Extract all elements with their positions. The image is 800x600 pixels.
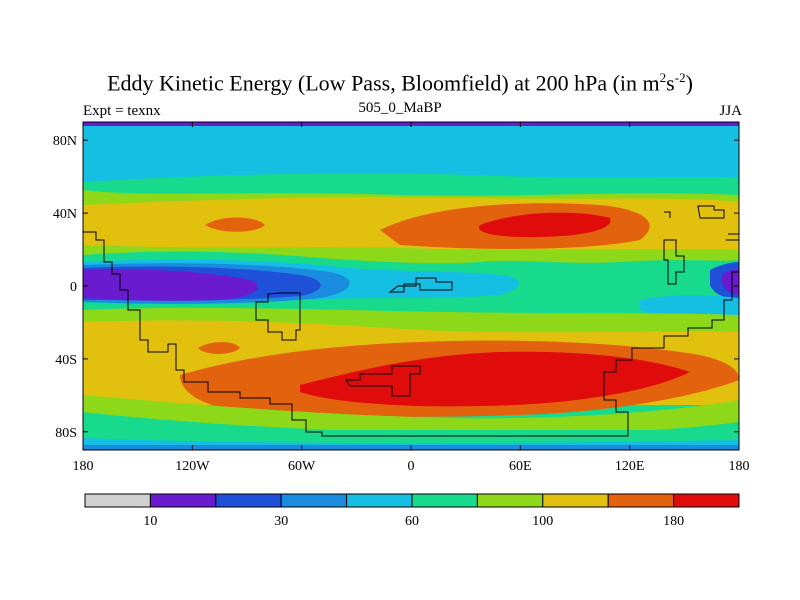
- colorbar-swatch: [476, 493, 544, 508]
- title-main: Eddy Kinetic Energy (Low Pass, Bloomfiel…: [107, 70, 660, 96]
- title-end: ): [685, 70, 693, 96]
- longitude-axis: 180 120W 60W 0 60E 120E 180: [73, 122, 750, 474]
- lon-tick-label: 0: [408, 459, 415, 474]
- lat-tick-label: 40N: [53, 207, 77, 222]
- lon-tick-label: 60W: [288, 459, 316, 474]
- lat-tick-label: 80N: [53, 134, 77, 149]
- title-mid: s: [666, 70, 675, 96]
- plot-title: Eddy Kinetic Energy (Low Pass, Bloomfiel…: [0, 70, 800, 96]
- colorbar-swatch: [84, 493, 151, 508]
- experiment-label: Expt = texnx: [83, 103, 161, 119]
- lon-tick-label: 60E: [509, 459, 532, 474]
- colorbar-swatch: [149, 493, 217, 508]
- title-sup-2: -2: [674, 70, 686, 85]
- colorbar-swatch: [346, 493, 413, 508]
- season-label: JJA: [719, 103, 742, 119]
- lon-tick-label: 180: [73, 459, 94, 474]
- title-sup-1: 2: [659, 70, 667, 85]
- ekeq-field: [83, 122, 739, 450]
- colorbar-swatch: [542, 493, 609, 508]
- colorbar-label: 60: [405, 514, 419, 529]
- colorbar-swatch: [607, 493, 675, 508]
- lon-tick-label: 120W: [175, 459, 210, 474]
- center-subtitle: 505_0_MaBP: [358, 100, 442, 116]
- lat-tick-label: 0: [70, 280, 77, 295]
- coastline-outlines: [83, 205, 739, 437]
- colorbar-label: 180: [663, 514, 684, 529]
- colorbar-swatch: [280, 493, 348, 508]
- colorbar-swatch: [215, 493, 282, 508]
- colorbar: 10 30 60 100 180: [84, 493, 740, 529]
- lat-tick-label: 80S: [55, 426, 77, 441]
- colorbar-label: 30: [274, 514, 288, 529]
- lon-tick-label: 120E: [615, 459, 645, 474]
- latitude-axis: 80N 40N 0 40S 80S: [53, 134, 739, 441]
- lon-tick-label: 180: [729, 459, 750, 474]
- colorbar-swatch: [673, 493, 740, 508]
- colorbar-swatch: [411, 493, 478, 508]
- colorbar-label: 10: [143, 514, 157, 529]
- lat-tick-label: 40S: [55, 353, 77, 368]
- colorbar-label: 100: [532, 514, 553, 529]
